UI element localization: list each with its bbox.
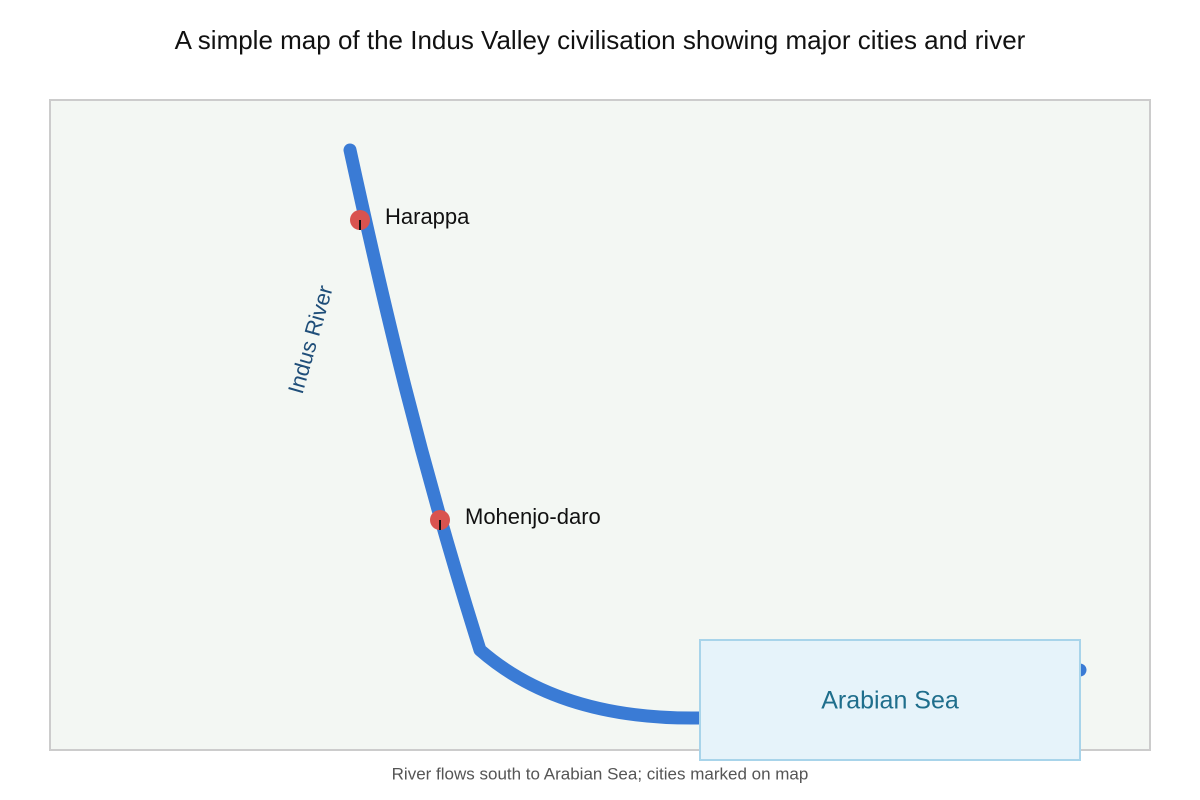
city-label: Harappa bbox=[385, 204, 470, 229]
caption: River flows south to Arabian Sea; cities… bbox=[392, 764, 809, 783]
river bbox=[343, 143, 1087, 725]
sea-label: Arabian Sea bbox=[821, 687, 959, 715]
map-title: A simple map of the Indus Valley civilis… bbox=[175, 25, 1026, 55]
sea-box bbox=[699, 639, 1081, 761]
city-label: Mohenjo-daro bbox=[465, 504, 601, 529]
